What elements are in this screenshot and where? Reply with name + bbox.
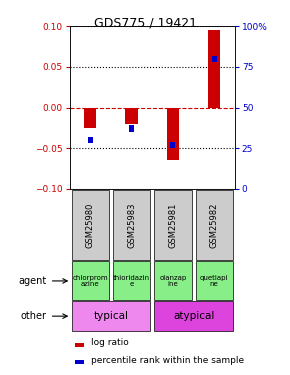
Bar	[75, 360, 84, 364]
Text: other: other	[21, 311, 67, 321]
Text: GSM25982: GSM25982	[210, 202, 219, 248]
Text: chlorprom
azine: chlorprom azine	[72, 274, 108, 287]
Bar	[212, 56, 217, 62]
Bar	[154, 261, 191, 300]
Bar	[84, 108, 97, 128]
Bar	[88, 137, 93, 143]
Bar	[125, 108, 138, 124]
Bar	[113, 189, 150, 260]
Text: olanzap
ine: olanzap ine	[159, 274, 186, 287]
Bar	[154, 189, 191, 260]
Text: agent: agent	[19, 276, 67, 286]
Text: GSM25980: GSM25980	[86, 202, 95, 248]
Bar	[196, 189, 233, 260]
Text: percentile rank within the sample: percentile rank within the sample	[91, 356, 244, 364]
Text: atypical: atypical	[173, 311, 214, 321]
Bar	[75, 343, 84, 346]
Text: quetiapi
ne: quetiapi ne	[200, 274, 229, 287]
Text: thioridazin
e: thioridazin e	[113, 274, 150, 287]
Text: typical: typical	[93, 311, 128, 321]
Bar	[171, 142, 175, 148]
Bar	[154, 302, 233, 331]
Text: GSM25983: GSM25983	[127, 202, 136, 248]
Bar	[72, 302, 150, 331]
Text: log ratio: log ratio	[91, 338, 129, 347]
Bar	[72, 261, 109, 300]
Bar	[72, 189, 109, 260]
Bar	[167, 108, 179, 160]
Bar	[196, 261, 233, 300]
Bar	[113, 261, 150, 300]
Bar	[129, 125, 134, 132]
Text: GDS775 / 19421: GDS775 / 19421	[93, 17, 197, 30]
Text: GSM25981: GSM25981	[168, 202, 177, 248]
Bar	[208, 30, 220, 108]
